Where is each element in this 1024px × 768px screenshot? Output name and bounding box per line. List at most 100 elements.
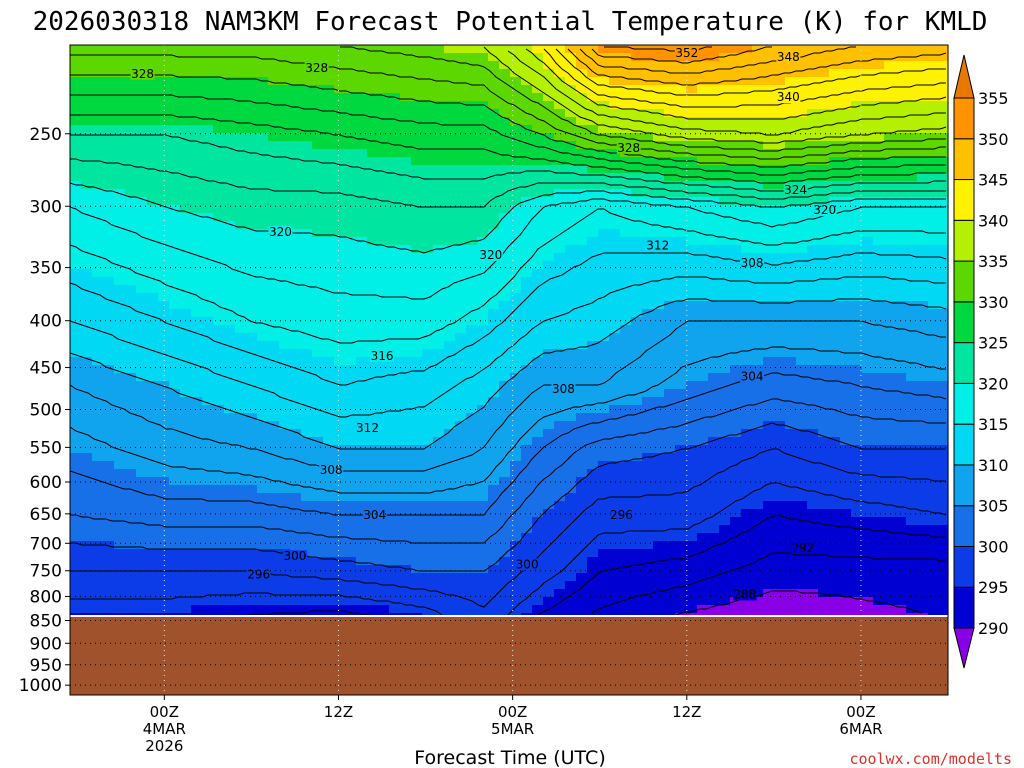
theta-cell xyxy=(818,69,830,78)
theta-cell xyxy=(477,317,489,326)
theta-cell xyxy=(477,53,489,62)
theta-cell xyxy=(719,141,731,150)
theta-cell xyxy=(81,317,93,326)
theta-cell xyxy=(202,277,214,286)
theta-cell xyxy=(730,381,742,390)
theta-cell xyxy=(169,69,181,78)
theta-cell xyxy=(796,421,808,430)
theta-cell xyxy=(499,413,511,422)
theta-cell xyxy=(158,421,170,430)
theta-cell xyxy=(433,53,445,62)
theta-cell xyxy=(818,613,830,617)
theta-cell xyxy=(235,253,247,262)
theta-cell xyxy=(609,573,621,582)
theta-cell xyxy=(477,93,489,102)
theta-cell xyxy=(202,253,214,262)
theta-cell xyxy=(147,565,159,574)
theta-cell xyxy=(598,85,610,94)
theta-cell xyxy=(554,213,566,222)
theta-cell xyxy=(565,445,577,454)
theta-cell xyxy=(719,237,731,246)
theta-cell xyxy=(411,549,423,558)
theta-cell xyxy=(147,493,159,502)
theta-cell xyxy=(587,421,599,430)
theta-cell xyxy=(499,581,511,590)
theta-cell xyxy=(70,269,82,278)
theta-cell xyxy=(554,429,566,438)
theta-cell xyxy=(763,341,775,350)
theta-cell xyxy=(675,437,687,446)
theta-cell xyxy=(796,269,808,278)
theta-cell xyxy=(620,485,632,494)
theta-cell xyxy=(499,309,511,318)
theta-cell xyxy=(554,53,566,62)
theta-cell xyxy=(257,277,269,286)
theta-cell xyxy=(521,293,533,302)
theta-cell xyxy=(92,453,104,462)
theta-cell xyxy=(323,405,335,414)
theta-cell xyxy=(587,373,599,382)
theta-cell xyxy=(70,45,82,54)
theta-cell xyxy=(609,381,621,390)
theta-cell xyxy=(169,477,181,486)
theta-cell xyxy=(664,397,676,406)
theta-cell xyxy=(620,269,632,278)
theta-cell xyxy=(81,181,93,190)
theta-cell xyxy=(169,389,181,398)
theta-cell xyxy=(114,485,126,494)
theta-cell xyxy=(466,245,478,254)
theta-cell xyxy=(235,365,247,374)
theta-cell xyxy=(763,573,775,582)
theta-cell xyxy=(125,437,137,446)
theta-cell xyxy=(499,269,511,278)
theta-cell xyxy=(378,285,390,294)
theta-cell xyxy=(730,397,742,406)
theta-cell xyxy=(543,325,555,334)
theta-cell xyxy=(455,373,467,382)
theta-cell xyxy=(158,437,170,446)
theta-cell xyxy=(829,101,841,110)
theta-cell xyxy=(202,477,214,486)
theta-cell xyxy=(807,253,819,262)
theta-cell xyxy=(455,141,467,150)
theta-cell xyxy=(466,253,478,262)
theta-cell xyxy=(400,253,412,262)
theta-cell xyxy=(609,301,621,310)
theta-cell xyxy=(807,93,819,102)
theta-cell xyxy=(367,389,379,398)
theta-cell xyxy=(246,325,258,334)
theta-cell xyxy=(70,149,82,158)
theta-cell xyxy=(686,229,698,238)
theta-cell xyxy=(158,133,170,142)
theta-cell xyxy=(598,141,610,150)
theta-cell xyxy=(268,69,280,78)
theta-cell xyxy=(378,173,390,182)
theta-cell xyxy=(576,469,588,478)
theta-cell xyxy=(147,453,159,462)
theta-cell xyxy=(719,109,731,118)
theta-cell xyxy=(576,269,588,278)
theta-cell xyxy=(301,269,313,278)
theta-cell xyxy=(488,333,500,342)
theta-cell xyxy=(576,213,588,222)
theta-cell xyxy=(103,237,115,246)
theta-cell xyxy=(521,317,533,326)
theta-cell xyxy=(224,381,236,390)
theta-cell xyxy=(587,101,599,110)
theta-cell xyxy=(499,589,511,598)
theta-cell xyxy=(565,45,577,54)
theta-cell xyxy=(81,461,93,470)
theta-cell xyxy=(246,485,258,494)
theta-cell xyxy=(246,517,258,526)
theta-cell xyxy=(279,325,291,334)
theta-cell xyxy=(785,69,797,78)
theta-cell xyxy=(147,605,159,614)
theta-cell xyxy=(774,149,786,158)
theta-cell xyxy=(400,237,412,246)
theta-cell xyxy=(378,101,390,110)
theta-cell xyxy=(158,309,170,318)
theta-cell xyxy=(587,509,599,518)
theta-cell xyxy=(664,573,676,582)
theta-cell xyxy=(147,397,159,406)
theta-cell xyxy=(301,413,313,422)
